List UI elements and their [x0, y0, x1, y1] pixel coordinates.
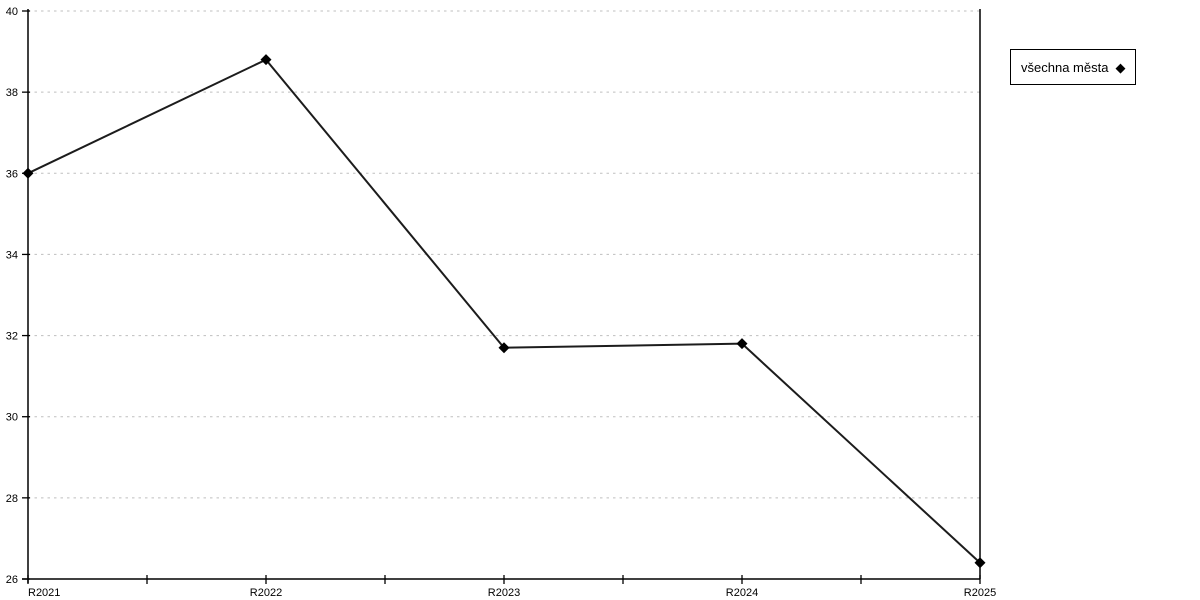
- y-tick-label: 40: [6, 6, 18, 18]
- x-tick-label: R2024: [726, 587, 758, 599]
- y-tick-label: 26: [6, 574, 18, 586]
- data-point-diamond-marker: [974, 557, 986, 569]
- legend-diamond-marker-icon: ◆: [1115, 59, 1126, 75]
- legend: všechna města ◆: [1010, 49, 1137, 85]
- x-tick-label: R2021: [28, 587, 60, 599]
- y-tick-label: 32: [6, 331, 18, 343]
- data-point-diamond-marker: [260, 54, 272, 66]
- data-point-diamond-marker: [736, 338, 748, 350]
- data-point-diamond-marker: [22, 167, 34, 179]
- data-line: [27, 58, 981, 564]
- y-tick-label: 36: [6, 168, 18, 180]
- x-tick-label: R2025: [964, 587, 996, 599]
- y-tick-label: 34: [6, 249, 18, 261]
- y-tick-label: 28: [6, 493, 18, 505]
- x-tick-label: R2022: [250, 587, 282, 599]
- data-point-diamond-marker: [498, 342, 510, 354]
- legend-series-label: všechna města: [1021, 59, 1109, 75]
- y-tick-label: 30: [6, 412, 18, 424]
- y-tick-label: 38: [6, 87, 18, 99]
- x-tick-label: R2023: [488, 587, 520, 599]
